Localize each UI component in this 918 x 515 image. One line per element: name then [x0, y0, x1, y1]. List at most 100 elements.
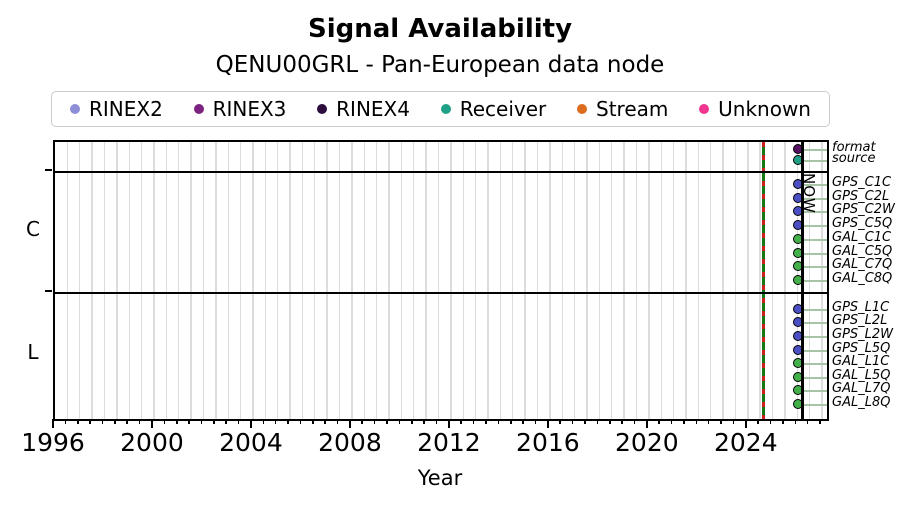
- x-minor-tick: [782, 419, 784, 424]
- x-minor-tick: [213, 419, 215, 424]
- x-minor-tick: [509, 419, 512, 424]
- gridline: [524, 142, 526, 419]
- x-minor-tick: [423, 419, 425, 424]
- x-minor-tick: [188, 419, 190, 424]
- gridline: [351, 142, 353, 419]
- availability-line-format: [798, 149, 827, 151]
- availability-line-GAL_C7Q: [798, 266, 827, 268]
- x-minor-tick: [534, 419, 537, 424]
- x-minor-tick: [497, 419, 500, 424]
- legend-marker-dot: [699, 104, 710, 114]
- gridline: [116, 142, 118, 419]
- gridline: [784, 142, 786, 419]
- x-minor-tick: [237, 419, 240, 424]
- legend-marker-dot: [577, 104, 588, 114]
- availability-line-GAL_C8Q: [798, 280, 827, 282]
- gridline: [474, 142, 477, 419]
- gridline: [165, 142, 168, 419]
- gridline: [611, 142, 613, 419]
- x-minor-tick: [522, 419, 524, 424]
- row-label-GAL_L7Q: GAL_L7Q: [832, 381, 891, 396]
- gridline: [450, 142, 452, 419]
- legend-marker-dot: [193, 104, 204, 114]
- x-minor-tick: [324, 419, 326, 424]
- x-minor-tick: [262, 419, 265, 424]
- availability-line-GAL_L5Q: [798, 377, 827, 379]
- x-minor-tick: [126, 419, 129, 424]
- gridline: [487, 142, 489, 419]
- x-tick-label: 2000: [120, 428, 184, 457]
- x-minor-tick: [596, 419, 599, 424]
- row-label-GAL_L5Q: GAL_L5Q: [832, 368, 891, 383]
- x-minor-tick: [138, 419, 141, 424]
- x-minor-tick: [683, 419, 685, 424]
- gridline: [573, 142, 576, 419]
- x-minor-tick: [163, 419, 166, 424]
- gridline: [326, 142, 328, 419]
- x-tick-label: 1996: [21, 428, 85, 457]
- x-axis-label: Year: [417, 466, 463, 490]
- x-minor-tick: [806, 419, 809, 424]
- gridline: [734, 142, 737, 419]
- gridline: [178, 142, 180, 419]
- x-minor-tick: [633, 419, 636, 424]
- gridline: [499, 142, 502, 419]
- legend-item-label: RINEX3: [212, 97, 287, 121]
- x-minor-tick: [732, 419, 735, 424]
- legend-item-Stream: Stream: [577, 97, 668, 121]
- availability-line-GPS_C1C: [798, 184, 827, 186]
- availability-line-GPS_C5Q: [798, 225, 827, 227]
- x-minor-tick: [386, 419, 388, 424]
- availability-line-GPS_L2L: [798, 322, 827, 324]
- gridline: [660, 142, 662, 419]
- row-label-GPS_C2W: GPS_C2W: [832, 202, 895, 217]
- gridline: [91, 142, 93, 419]
- x-minor-tick: [225, 419, 227, 424]
- legend-item-label: RINEX2: [89, 97, 163, 121]
- x-major-tick: [448, 419, 450, 428]
- x-minor-tick: [299, 419, 302, 424]
- legend-item-label: RINEX4: [336, 97, 410, 121]
- availability-line-GAL_L7Q: [798, 390, 827, 392]
- gridline: [747, 142, 749, 419]
- gridline: [648, 142, 650, 419]
- availability-line-GAL_C1C: [798, 239, 827, 241]
- gridline: [672, 142, 675, 419]
- row-label-GAL_L8Q: GAL_L8Q: [832, 395, 891, 410]
- x-minor-tick: [410, 419, 413, 424]
- availability-line-GAL_C5Q: [798, 253, 827, 255]
- gridline: [623, 142, 625, 419]
- gridline: [103, 142, 106, 419]
- x-tick-label: 2004: [219, 428, 283, 457]
- row-label-GAL_C7Q: GAL_C7Q: [832, 257, 893, 272]
- row-label-GPS_C5Q: GPS_C5Q: [832, 216, 893, 231]
- now-vline: [800, 142, 804, 419]
- gridline: [252, 142, 254, 419]
- legend-marker-dot: [317, 104, 328, 114]
- gridline: [301, 142, 304, 419]
- gridline: [462, 142, 464, 419]
- x-minor-tick: [819, 419, 821, 424]
- x-major-tick: [547, 419, 549, 428]
- band-label-L: L: [27, 340, 39, 364]
- band-divider: [55, 170, 827, 174]
- x-major-tick: [52, 419, 54, 428]
- x-minor-tick: [670, 419, 673, 424]
- x-minor-tick: [175, 419, 178, 424]
- row-label-GPS_L1C: GPS_L1C: [832, 300, 890, 315]
- band-label-C: C: [26, 217, 40, 241]
- event-vline-dashed: [762, 142, 766, 419]
- x-minor-tick: [361, 419, 364, 424]
- legend-item-RINEX4: RINEX4: [317, 97, 410, 121]
- now-line-label: NOW: [800, 173, 818, 214]
- gridline: [512, 142, 514, 419]
- x-tick-label: 2012: [417, 428, 481, 457]
- gridline: [153, 142, 155, 419]
- x-minor-tick: [114, 419, 116, 424]
- gridline: [759, 142, 761, 419]
- availability-line-GPS_L1C: [798, 309, 827, 311]
- x-minor-tick: [101, 419, 104, 424]
- x-minor-tick: [373, 419, 376, 424]
- row-label-GPS_L5Q: GPS_L5Q: [832, 341, 891, 356]
- gridline: [598, 142, 601, 419]
